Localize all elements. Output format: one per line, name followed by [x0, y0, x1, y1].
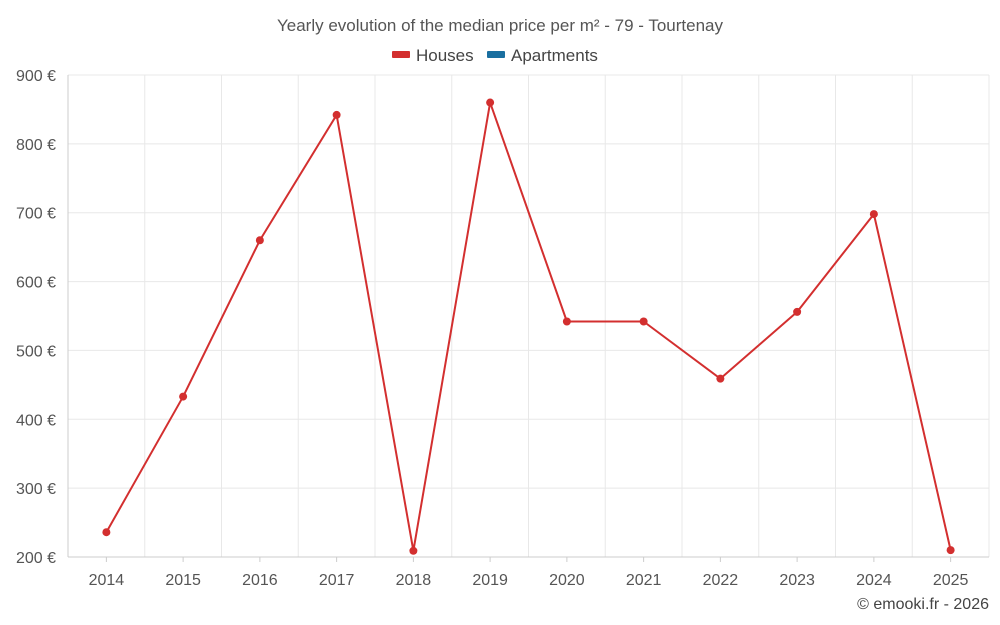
legend-swatch-houses: [392, 51, 410, 58]
x-tick-label-2018: 2018: [396, 572, 432, 589]
data-point-houses-2023[interactable]: [793, 307, 802, 316]
data-point-houses-2017[interactable]: [332, 110, 341, 119]
x-tick-label-2019: 2019: [472, 572, 508, 589]
x-tick-label-2025: 2025: [933, 572, 969, 589]
data-point-houses-2021[interactable]: [639, 317, 648, 326]
x-tick-label-2015: 2015: [165, 572, 201, 589]
series-line-houses: [105, 101, 952, 552]
data-point-houses-2018[interactable]: [409, 546, 418, 555]
data-point-houses-2025[interactable]: [946, 546, 955, 555]
y-tick-label: 300 €: [16, 481, 56, 498]
data-point-houses-2014[interactable]: [102, 528, 111, 537]
x-tick-label-2017: 2017: [319, 572, 355, 589]
y-tick-label: 900 €: [16, 68, 56, 85]
y-tick-label: 800 €: [16, 137, 56, 154]
x-tick-label-2014: 2014: [89, 572, 125, 589]
axes: [67, 75, 989, 562]
data-point-houses-2019[interactable]: [486, 98, 495, 107]
data-point-houses-2020[interactable]: [562, 317, 571, 326]
series-layer: [102, 98, 955, 555]
data-point-houses-2016[interactable]: [255, 236, 264, 245]
legend-label-houses: Houses: [416, 46, 474, 65]
gridlines: [67, 74, 990, 557]
x-tick-label-2022: 2022: [703, 572, 739, 589]
x-axis-tick-labels: 2014 2015 2016 2017 2018 2019 2020 2021 2022 2023…: [89, 572, 969, 589]
x-tick-label-2020: 2020: [549, 572, 585, 589]
x-tick-label-2016: 2016: [242, 572, 278, 589]
legend-label-apartments: Apartments: [511, 46, 598, 65]
legend-item-houses[interactable]: Houses: [392, 46, 474, 65]
legend-item-apartments[interactable]: Apartments: [487, 46, 598, 65]
y-tick-label: 600 €: [16, 275, 56, 292]
y-tick-label: 500 €: [16, 343, 56, 360]
data-point-houses-2022[interactable]: [716, 374, 725, 383]
y-tick-label: 200 €: [16, 550, 56, 567]
y-tick-label: 400 €: [16, 412, 56, 429]
y-tick-label: 700 €: [16, 206, 56, 223]
chart-title: Yearly evolution of the median price per…: [277, 16, 724, 35]
credit-text: © emooki.fr - 2026: [857, 596, 989, 613]
x-tick-label-2024: 2024: [856, 572, 892, 589]
y-axis-tick-labels: 200 € 300 € 400 € 500 € 600 € 700 € 800 € 900 €: [16, 68, 56, 567]
x-tick-label-2023: 2023: [779, 572, 815, 589]
legend-swatch-apartments: [487, 51, 505, 58]
data-point-houses-2024[interactable]: [869, 210, 878, 219]
data-point-houses-2015[interactable]: [179, 392, 188, 401]
x-tick-label-2021: 2021: [626, 572, 662, 589]
legend: Houses Apartments: [392, 46, 598, 65]
